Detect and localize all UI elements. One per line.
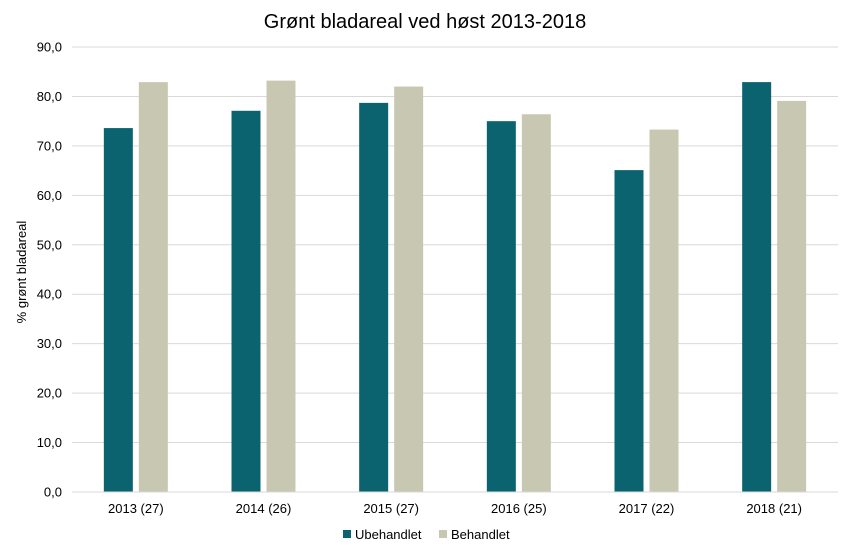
y-tick-label: 70,0 [37,138,62,153]
y-tick-label: 30,0 [37,336,62,351]
x-tick-label: 2014 (26) [236,501,292,516]
bar-behandlet-2 [394,86,424,493]
bar-ubehandlet-3 [486,121,516,493]
bar-ubehandlet-2 [359,102,389,492]
legend: Ubehandlet Behandlet [343,527,510,542]
bar-behandlet-1 [266,80,296,492]
x-tick-label: 2015 (27) [363,501,419,516]
legend-swatch-ubehandlet [343,530,351,538]
x-tick-label: 2013 (27) [108,501,164,516]
y-tick-label: 90,0 [37,40,62,55]
chart-title: Grønt bladareal ved høst 2013-2018 [264,11,586,33]
legend-label-behandlet: Behandlet [451,527,510,542]
x-tick-label: 2018 (21) [746,501,802,516]
x-tick-label: 2017 (22) [619,501,675,516]
y-tick-label: 20,0 [37,386,62,401]
bars [103,80,807,493]
y-tick-label: 0,0 [44,485,62,500]
y-axis-ticks: 0,0 10,0 20,0 30,0 40,0 50,0 60,0 70,0 80,0 90,0 [37,40,62,500]
bar-ubehandlet-4 [614,170,644,492]
y-axis-label: % grønt bladareal [14,221,29,324]
bar-behandlet-3 [521,114,551,492]
bar-behandlet-4 [649,129,679,493]
bar-ubehandlet-5 [742,82,772,492]
y-tick-label: 50,0 [37,237,62,252]
y-tick-label: 40,0 [37,287,62,302]
bar-behandlet-0 [138,82,168,492]
x-tick-label: 2016 (25) [491,501,547,516]
bar-behandlet-5 [777,100,807,493]
x-axis-ticks: 2013 (27) 2014 (26) 2015 (27) 2016 (25) 2017… [108,501,802,516]
bar-ubehandlet-0 [103,128,133,493]
bar-ubehandlet-1 [231,110,261,493]
legend-label-ubehandlet: Ubehandlet [355,527,422,542]
legend-swatch-behandlet [439,530,447,538]
y-tick-label: 10,0 [37,435,62,450]
gridlines [72,46,838,444]
y-tick-label: 80,0 [37,89,62,104]
y-tick-label: 60,0 [37,188,62,203]
